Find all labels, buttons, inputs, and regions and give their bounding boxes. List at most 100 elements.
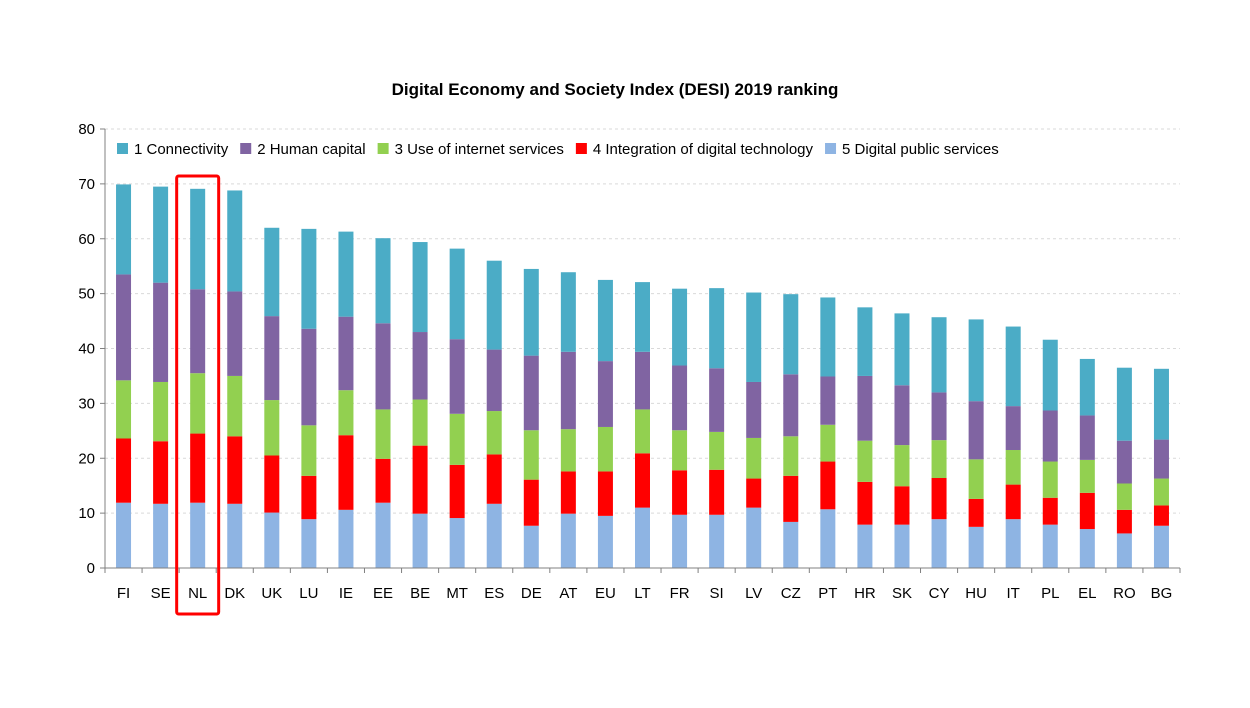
- bar-segment: [709, 514, 725, 568]
- bar-segment: [1079, 492, 1095, 530]
- bar-segment: [153, 381, 169, 442]
- bar-segment: [635, 507, 650, 568]
- bar-segment: [635, 453, 650, 508]
- chart-title: Digital Economy and Society Index (DESI)…: [392, 80, 839, 99]
- bar-segment: [301, 475, 317, 520]
- bar-segment: [486, 349, 502, 412]
- legend-swatch: [377, 143, 389, 154]
- bar-segment: [968, 526, 984, 568]
- bar-segment: [857, 481, 873, 525]
- legend-swatch: [575, 143, 587, 154]
- highlight-box: [175, 174, 221, 616]
- x-tick-label: SK: [892, 585, 912, 602]
- bar-segment: [412, 332, 428, 400]
- bar-segment: [486, 260, 502, 350]
- x-tick-label: EE: [373, 585, 393, 602]
- bar-segment: [1116, 440, 1132, 484]
- bar-segment: [635, 351, 650, 410]
- bar-segment: [153, 503, 169, 568]
- bar-segment: [857, 440, 873, 482]
- bar-segment: [264, 227, 280, 317]
- legend-swatch: [825, 143, 837, 154]
- bar-segment: [1116, 483, 1132, 510]
- bar-segment: [1153, 505, 1169, 526]
- bar-segment: [227, 436, 243, 504]
- bar-segment: [116, 274, 132, 381]
- x-tick-label: IE: [339, 585, 353, 602]
- bars: [116, 184, 1169, 568]
- y-tick-label: 20: [78, 450, 95, 467]
- bar-segment: [116, 184, 132, 275]
- bar-segment: [190, 433, 206, 503]
- x-tick-label: HR: [854, 585, 876, 602]
- x-tick-label: RO: [1113, 585, 1136, 602]
- bar-segment: [709, 288, 725, 369]
- x-tick-label: UK: [261, 585, 282, 602]
- bar-segment: [635, 409, 650, 454]
- x-tick-label: PL: [1041, 585, 1059, 602]
- bar-segment: [560, 351, 576, 430]
- bar-segment: [968, 459, 984, 499]
- bar-segment: [264, 316, 280, 401]
- bar-segment: [1005, 519, 1021, 568]
- bar-segment: [931, 519, 947, 568]
- gridlines: [105, 128, 1180, 514]
- bar-segment: [746, 437, 762, 479]
- bar-segment: [894, 445, 910, 487]
- bar-segment: [783, 374, 799, 437]
- bar-segment: [301, 425, 317, 476]
- bar-segment: [412, 399, 428, 446]
- bar-segment: [1005, 450, 1021, 485]
- bar-segment: [449, 413, 465, 465]
- bar-segment: [375, 323, 391, 410]
- bar-segment: [672, 430, 688, 471]
- y-tick-label: 0: [87, 560, 95, 577]
- bar-segment: [560, 429, 576, 472]
- bar-segment: [523, 479, 539, 526]
- bar-segment: [375, 502, 391, 568]
- legend-label: 1 Connectivity: [134, 141, 229, 158]
- bar-segment: [412, 513, 428, 568]
- bar-segment: [227, 503, 243, 568]
- bar-segment: [412, 445, 428, 514]
- x-tick-label: IT: [1007, 585, 1020, 602]
- legend-swatch: [117, 143, 128, 154]
- bar-segment: [709, 368, 725, 432]
- legend-label: 4 Integration of digital technology: [593, 141, 814, 158]
- bar-segment: [1079, 459, 1095, 493]
- bar-segment: [486, 503, 502, 568]
- x-tick-label: NL: [188, 585, 207, 602]
- bar-segment: [412, 242, 428, 333]
- bar-segment: [1005, 406, 1021, 451]
- y-tick-label: 70: [78, 176, 95, 193]
- bar-segment: [190, 373, 206, 434]
- x-tick-label: CZ: [781, 585, 801, 602]
- bar-segment: [338, 390, 354, 436]
- bar-segment: [486, 454, 502, 504]
- bar-segment: [783, 436, 799, 476]
- bar-segment: [820, 297, 836, 377]
- bar-segment: [523, 355, 539, 431]
- x-tick-label: ES: [484, 585, 504, 602]
- bar-segment: [227, 375, 243, 437]
- bar-segment: [931, 392, 947, 441]
- bar-segment: [894, 385, 910, 446]
- bar-segment: [338, 435, 354, 510]
- bar-segment: [894, 486, 910, 525]
- bar-segment: [338, 509, 354, 568]
- bar-segment: [1042, 461, 1058, 498]
- bar-segment: [672, 288, 688, 366]
- bar-segment: [597, 361, 613, 427]
- bar-segment: [820, 509, 836, 568]
- bar-segment: [116, 438, 132, 503]
- bar-segment: [1116, 367, 1132, 441]
- bar-segment: [597, 515, 613, 568]
- bar-segment: [116, 380, 132, 439]
- bar-segment: [1153, 478, 1169, 506]
- x-tick-label: LV: [745, 585, 762, 602]
- y-tick-label: 60: [78, 231, 95, 248]
- x-tick-label: DE: [521, 585, 542, 602]
- bar-segment: [597, 471, 613, 516]
- bar-segment: [857, 307, 873, 376]
